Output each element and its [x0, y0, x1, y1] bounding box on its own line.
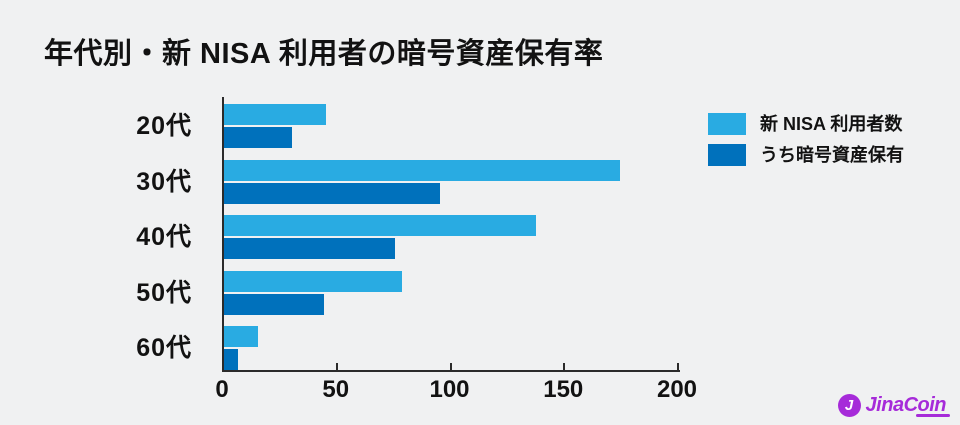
- y-axis-label: 50代: [136, 278, 192, 307]
- legend-swatch-light-blue: [708, 113, 746, 135]
- y-axis-label: 30代: [136, 167, 192, 196]
- y-axis-labels: 20代 30代 40代 50代 60代: [0, 97, 206, 372]
- bar-crypto-holding-40代: [224, 238, 395, 259]
- x-axis-ticks: 0 50 100 150 200: [215, 376, 697, 405]
- plot-area: [222, 97, 680, 372]
- x-axis-tick: [563, 363, 566, 370]
- bar-nisa-users-30代: [224, 159, 620, 181]
- legend: 新 NISA 利用者数 うち暗号資産保有: [708, 113, 904, 175]
- x-axis-tick-label: 50: [322, 376, 350, 403]
- bar-nisa-users-20代: [224, 104, 327, 125]
- x-axis-tick: [449, 363, 452, 370]
- x-axis-tick-label: 200: [656, 376, 698, 403]
- jinacoin-wordmark: JinaCoin: [865, 394, 951, 417]
- chart-title: 年代別・新 NISA 利用者の暗号資産保有率: [44, 38, 604, 70]
- bar-crypto-holding-20代: [224, 127, 293, 148]
- bar-crypto-holding-50代: [224, 293, 325, 315]
- bar-nisa-users-50代: [224, 270, 402, 292]
- bar-crypto-holding-30代: [224, 182, 441, 204]
- coin-j-glyph: J: [844, 397, 854, 414]
- y-axis-label: 60代: [136, 334, 192, 362]
- bar-crypto-holding-60代: [224, 349, 238, 370]
- legend-swatch-dark-blue: [708, 144, 746, 166]
- x-axis-tick-label: 0: [215, 376, 229, 403]
- legend-label: うち暗号資産保有: [760, 145, 904, 165]
- bar-nisa-users-40代: [224, 215, 536, 236]
- legend-item-nisa-users: 新 NISA 利用者数: [708, 113, 904, 135]
- x-axis-tick: [335, 363, 338, 370]
- jinacoin-coin-icon: J: [837, 394, 861, 417]
- x-axis-tick: [677, 363, 679, 370]
- y-axis-label: 40代: [136, 223, 192, 251]
- jinacoin-logo: J JinaCoin: [837, 394, 951, 417]
- x-axis-tick-label: 100: [429, 376, 470, 403]
- legend-label: 新 NISA 利用者数: [760, 114, 903, 134]
- x-axis-tick-label: 150: [543, 376, 584, 403]
- y-axis-label: 20代: [136, 112, 192, 140]
- bar-nisa-users-60代: [224, 326, 259, 347]
- legend-item-crypto-holding: うち暗号資産保有: [708, 144, 904, 166]
